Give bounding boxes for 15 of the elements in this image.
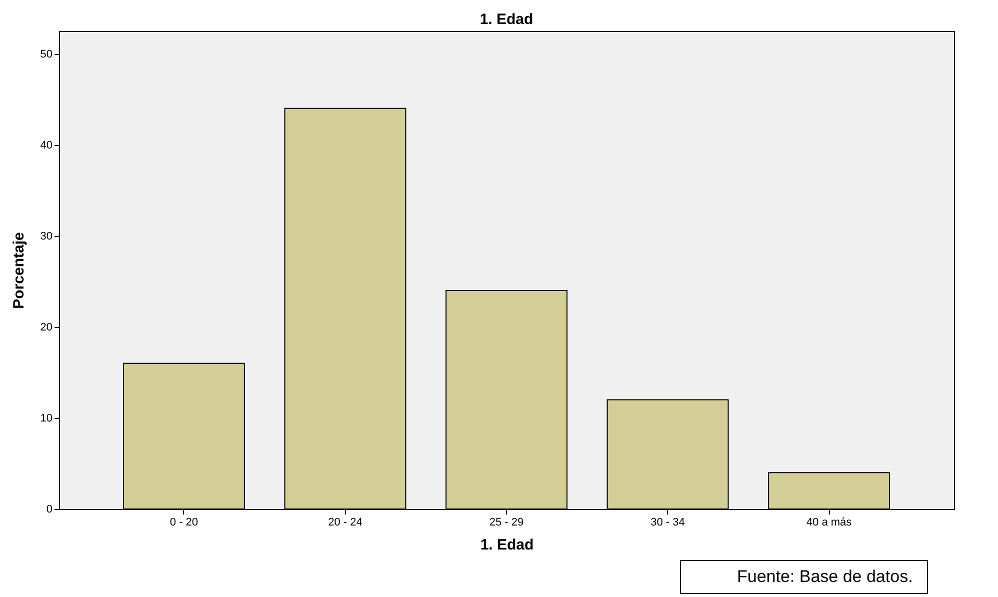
source-note: Fuente: Base de datos.	[680, 560, 928, 594]
y-tick-label: 30	[40, 230, 52, 242]
x-tick-label: 25 - 29	[489, 516, 524, 528]
y-tick-label: 50	[40, 48, 52, 60]
x-tick-label: 30 - 34	[650, 516, 685, 528]
y-tick-label: 40	[40, 139, 52, 152]
y-axis-title: Porcentaje	[10, 232, 28, 309]
x-axis-title: 1. Edad	[480, 536, 534, 554]
y-tick-label: 10	[40, 412, 52, 424]
x-tick-label: 40 a más	[806, 516, 852, 528]
x-tick-label: 20 - 24	[328, 516, 362, 528]
chart-title: 1. Edad	[480, 11, 534, 28]
y-tick-label: 0	[46, 504, 52, 516]
y-tick-label: 20	[40, 321, 52, 334]
x-tick-label: 0 - 20	[170, 516, 198, 528]
